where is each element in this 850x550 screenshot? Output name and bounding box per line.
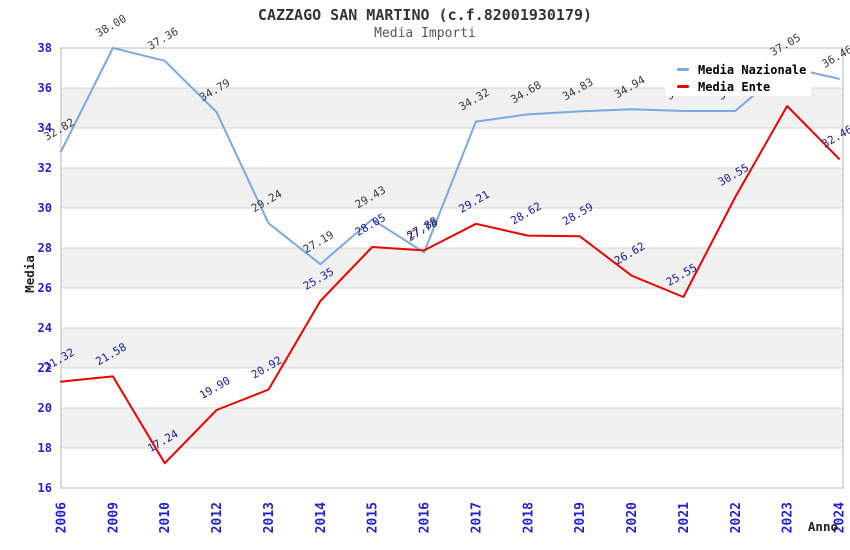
grid-band	[61, 408, 843, 448]
y-tick-label: 36	[38, 81, 52, 95]
x-tick-label: 2010	[158, 502, 173, 533]
data-point-label: 28.05	[353, 211, 388, 239]
x-tick-label: 2018	[521, 502, 536, 533]
y-tick-label: 28	[38, 241, 52, 255]
y-tick-label: 26	[38, 281, 52, 295]
y-tick-label: 16	[38, 481, 52, 495]
x-tick-label: 2019	[573, 502, 588, 533]
y-tick-label: 18	[38, 441, 52, 455]
y-tick-label: 38	[38, 41, 52, 55]
data-point-label: 21.32	[42, 346, 77, 374]
y-tick-label: 22	[38, 361, 52, 375]
series-line-media-nazionale	[60, 47, 840, 266]
x-tick-label: 2013	[262, 502, 277, 533]
legend: Media Nazionale Media Ente	[665, 60, 811, 96]
data-point-label: 36.46	[820, 43, 850, 71]
legend-item-media-ente[interactable]: Media Ente	[677, 80, 811, 94]
legend-item-media-nazionale[interactable]: Media Nazionale	[677, 63, 811, 77]
y-axis-title: Media	[22, 255, 37, 293]
x-axis-title: Anno	[807, 519, 838, 534]
x-tick-label: 2014	[314, 502, 329, 533]
x-tick-label: 2006	[55, 502, 70, 533]
data-point-label: 27.88	[405, 214, 440, 242]
legend-label-media-ente: Media Ente	[698, 79, 771, 94]
data-point-label: 32.82	[42, 116, 77, 144]
chart-title: CAZZAGO SAN MARTINO (c.f.82001930179)	[257, 6, 593, 24]
grid-band	[61, 168, 843, 208]
x-tick-label: 2022	[729, 502, 744, 533]
x-tick-label: 2015	[366, 502, 381, 533]
data-point-label: 37.36	[145, 25, 180, 53]
x-tick-label: 2016	[418, 502, 433, 533]
x-tick-label: 2020	[625, 502, 640, 533]
x-tick-label: 2024	[833, 502, 848, 533]
y-tick-label: 20	[38, 401, 52, 415]
y-tick-label: 32	[38, 161, 52, 175]
y-tick-label: 34	[38, 121, 52, 135]
media-nazionale-line-swatch-icon	[677, 68, 689, 71]
media-ente-line-swatch-icon	[677, 85, 689, 88]
x-tick-label: 2017	[469, 502, 484, 533]
data-point-label: 38.00	[94, 12, 129, 40]
series-line-media-ente	[60, 105, 840, 465]
x-tick-label: 2021	[677, 502, 692, 533]
x-tick-label: 2009	[106, 502, 121, 533]
legend-label-media-nazionale: Media Nazionale	[698, 62, 807, 77]
grid-band	[61, 248, 843, 288]
data-point-label: 19.90	[197, 374, 232, 402]
grid-band	[61, 328, 843, 368]
plot-border	[60, 47, 844, 489]
chart-subtitle: Media Importi	[374, 26, 476, 41]
x-tick-label: 2012	[210, 502, 225, 533]
y-tick-label: 24	[38, 321, 52, 335]
y-tick-label: 30	[38, 201, 52, 215]
x-tick-label: 2023	[781, 502, 796, 533]
data-point-label: 37.05	[768, 31, 803, 59]
